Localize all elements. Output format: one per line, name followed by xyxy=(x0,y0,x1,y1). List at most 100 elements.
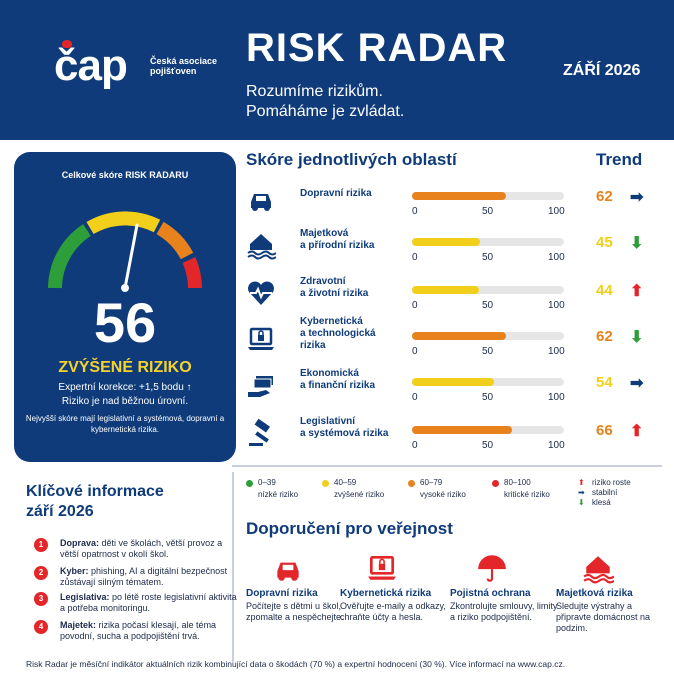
axis-tick: 50 xyxy=(482,392,494,403)
item-number: 3 xyxy=(34,592,48,606)
gauge-hub xyxy=(121,284,129,292)
footer-note: Risk Radar je měsíční indikátor aktuální… xyxy=(26,659,566,669)
score-label: Celkové skóre RISK RADARU xyxy=(61,170,189,180)
gauge-segment-high xyxy=(156,221,194,260)
gauge-segment-critical xyxy=(182,257,202,289)
gauge-segment-elevated xyxy=(86,211,161,235)
recommendation-card: Pojistná ochrana Zkontrolujte smlouvy, li… xyxy=(450,588,558,622)
area-score: 66 xyxy=(596,422,613,439)
area-score: 44 xyxy=(596,282,613,299)
trend-arrow-icon: ⬇ xyxy=(630,235,644,252)
legend-item: 80–100 kritické riziko xyxy=(492,478,550,500)
recommendation-card: Kybernetická rizika Ověřujte e-maily a od… xyxy=(340,588,446,622)
divider-horizontal xyxy=(232,465,662,467)
axis-tick: 50 xyxy=(482,206,494,217)
recommendation-card: Dopravní rizika Počítejte s dětmi u škol,… xyxy=(246,588,344,622)
axis-tick: 100 xyxy=(548,440,565,451)
risk-gauge xyxy=(48,211,202,292)
legend-dot xyxy=(492,480,499,487)
legend-item: 40–59 zvýšené riziko xyxy=(322,478,384,500)
score-bar-fill xyxy=(412,426,513,434)
trend-arrow-icon: ⬆ xyxy=(630,283,644,300)
axis-tick: 50 xyxy=(482,252,494,263)
axis-tick: 100 xyxy=(548,300,565,311)
score-note: Nejvyšší skóre mají legislativní a systé… xyxy=(25,414,225,434)
laptop-lock-icon xyxy=(366,552,398,584)
axis-tick: 100 xyxy=(548,392,565,403)
flood-house-icon xyxy=(582,552,615,584)
score-bar-fill xyxy=(412,238,481,246)
legend-dot xyxy=(408,480,415,487)
page-title: RISK RADAR xyxy=(246,26,508,70)
area-label: Legislativní a systémová rizika xyxy=(300,416,389,439)
area-score: 62 xyxy=(596,328,613,345)
recommendation-card: Majetková rizika Sledujte výstrahy a přip… xyxy=(556,588,651,633)
key-info-heading: Klíčové informace září 2026 xyxy=(26,483,164,520)
axis-tick: 0 xyxy=(412,392,418,403)
area-score: 54 xyxy=(596,374,613,391)
trend-arrow-icon: ⬇ xyxy=(630,329,644,346)
axis-tick: 100 xyxy=(548,206,565,217)
axis-tick: 0 xyxy=(412,252,418,263)
item-number: 4 xyxy=(34,620,48,634)
area-label: Dopravní rizika xyxy=(300,188,372,199)
score-bar-track xyxy=(412,286,564,294)
legend-item: 0–39 nízké riziko xyxy=(246,478,298,500)
car-icon xyxy=(272,552,304,584)
axis-tick: 0 xyxy=(412,440,418,451)
logo-tagline: Česká asociace pojišťoven xyxy=(150,56,218,76)
money-hand-icon xyxy=(246,370,276,400)
legend-dot xyxy=(322,480,329,487)
axis-tick: 50 xyxy=(482,346,494,357)
legend-dot xyxy=(246,480,253,487)
score-bar-fill xyxy=(412,192,507,200)
axis-tick: 50 xyxy=(482,300,494,311)
area-score: 62 xyxy=(596,188,613,205)
subtitle: Rozumíme rizikům. Pomáháme je zvládat. xyxy=(246,83,405,120)
car-icon xyxy=(246,184,276,214)
heart-pulse-icon xyxy=(246,278,276,308)
axis-tick: 50 xyxy=(482,440,494,451)
score-bar-track xyxy=(412,426,564,434)
cap-logo: čap Česká asociace pojišťoven xyxy=(54,40,217,88)
risk-level: ZVÝŠENÉ RIZIKO xyxy=(58,359,192,376)
score-bar-track xyxy=(412,332,564,340)
overall-score: 56 xyxy=(93,291,157,354)
laptop-lock-icon xyxy=(246,324,276,354)
umbrella-icon xyxy=(476,552,508,584)
trend-arrow-icon: ➡ xyxy=(630,375,644,392)
expert-correction: Expertní korekce: +1,5 bodu ↑ Riziko je … xyxy=(58,382,192,407)
issue-month: ZÁŘÍ 2026 xyxy=(563,62,641,79)
item-number: 2 xyxy=(34,566,48,580)
trend-arrow-icon: ⬆ xyxy=(630,423,644,440)
recommendations-heading: Doporučení pro veřejnost xyxy=(246,519,453,538)
trend-heading: Trend xyxy=(596,150,643,169)
area-score: 45 xyxy=(596,234,613,251)
score-bar-track xyxy=(412,378,564,386)
gauge-segment-low xyxy=(48,224,92,289)
axis-tick: 0 xyxy=(412,300,418,311)
trend-legend: ⬆ riziko roste ➡ stabilní ⬇ klesá xyxy=(578,478,631,507)
axis-tick: 100 xyxy=(548,252,565,263)
divider-vertical xyxy=(232,472,234,662)
legend-item: 60–79 vysoké riziko xyxy=(408,478,466,500)
axis-tick: 100 xyxy=(548,346,565,357)
header-banner: čap Česká asociace pojišťoven RISK RADAR… xyxy=(0,0,674,140)
area-label: Majetková a přírodní rizika xyxy=(300,228,375,251)
flood-house-icon xyxy=(246,230,277,260)
overall-score-card: Celkové skóre RISK RADARU 56 ZVÝŠENÉ RIZ… xyxy=(14,152,236,462)
score-bar-track xyxy=(412,238,564,246)
gauge-needle xyxy=(123,223,139,290)
areas-heading: Skóre jednotlivých oblastí xyxy=(246,150,457,169)
logo-accent xyxy=(62,40,72,48)
arrow-down-icon: ⬇ xyxy=(578,498,585,507)
area-label: Kybernetická a technologická rizika xyxy=(300,316,376,351)
area-label: Zdravotní a životní rizika xyxy=(300,276,369,299)
arrow-right-icon: ➡ xyxy=(578,488,585,497)
area-label: Ekonomická a finanční rizika xyxy=(300,368,376,391)
axis-tick: 0 xyxy=(412,206,418,217)
item-number: 1 xyxy=(34,538,48,552)
arrow-up-icon: ⬆ xyxy=(578,478,585,487)
score-bar-fill xyxy=(412,332,507,340)
gavel-icon xyxy=(246,418,276,448)
